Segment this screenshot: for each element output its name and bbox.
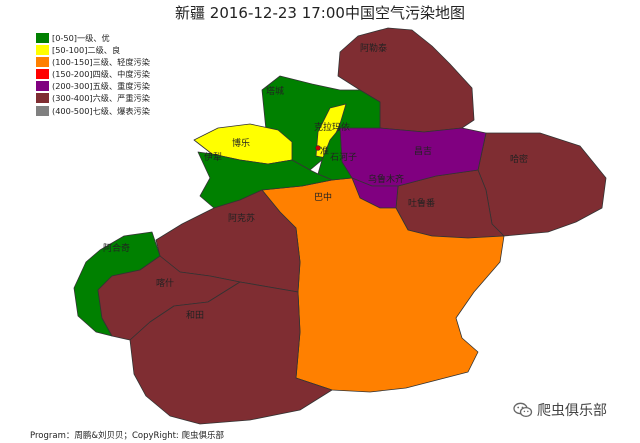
label-kizilsu: 阿合奇 <box>103 242 130 254</box>
legend-label: (400-500]七级、爆表污染 <box>52 105 150 116</box>
legend-item: (150-200]四级、中度污染 <box>36 69 150 80</box>
label-bole: 博乐 <box>232 137 250 149</box>
legend: [0-50]一级、优 [50-100]二级、良 (100-150]三级、轻度污染 (1… <box>36 32 150 117</box>
legend-swatch <box>36 56 49 67</box>
legend-swatch <box>36 69 49 80</box>
label-aksu: 阿克苏 <box>228 212 255 224</box>
label-tacheng: 塔城 <box>266 85 284 97</box>
credit-line: Program：周鹏&刘贝贝；CopyRight: 爬虫俱乐部 <box>30 431 225 441</box>
label-hotan: 和田 <box>186 310 204 321</box>
label-changji: 昌吉 <box>414 146 432 157</box>
legend-item: (100-150]三级、轻度污染 <box>36 56 150 67</box>
legend-label: [0-50]一级、优 <box>52 32 110 43</box>
wechat-icon <box>513 402 533 418</box>
map-title: 新疆 2016-12-23 17:00中国空气污染地图 <box>175 4 465 22</box>
legend-item: (300-400]六级、严重污染 <box>36 93 150 104</box>
legend-label: (150-200]四级、中度污染 <box>52 69 150 80</box>
region-hami[interactable] <box>477 132 607 237</box>
legend-label: (100-150]三级、轻度污染 <box>52 56 150 67</box>
label-yili: 伊犁 <box>204 151 222 163</box>
capital-marker <box>315 145 321 151</box>
legend-swatch <box>36 44 49 55</box>
label-zhunzi: 准 <box>320 146 329 157</box>
legend-label: (300-400]六级、严重污染 <box>52 93 150 104</box>
watermark: 爬虫俱乐部 <box>513 400 607 420</box>
label-turpan: 吐鲁番 <box>408 197 435 209</box>
label-shihezi: 石河子 <box>330 151 357 163</box>
label-hami: 哈密 <box>510 153 528 165</box>
watermark-text: 爬虫俱乐部 <box>537 403 607 419</box>
legend-swatch <box>36 105 49 116</box>
region-yili[interactable] <box>197 151 333 209</box>
legend-swatch <box>36 81 49 92</box>
legend-label: [50-100]二级、良 <box>52 44 121 55</box>
legend-swatch <box>36 32 49 43</box>
label-kashgar: 喀什 <box>156 277 174 289</box>
legend-item: [0-50]一级、优 <box>36 32 150 43</box>
label-karamay: 克拉玛依 <box>314 121 350 133</box>
legend-label: (200-300]五级、重度污染 <box>52 81 150 92</box>
region-hotan[interactable] <box>129 281 333 425</box>
label-altay: 阿勒泰 <box>360 42 387 54</box>
legend-swatch <box>36 93 49 104</box>
legend-item: (200-300]五级、重度污染 <box>36 81 150 92</box>
legend-item: (400-500]七级、爆表污染 <box>36 105 150 116</box>
label-urumqi: 乌鲁木齐 <box>368 173 404 185</box>
legend-item: [50-100]二级、良 <box>36 44 150 55</box>
label-bazhong: 巴中 <box>314 191 332 203</box>
